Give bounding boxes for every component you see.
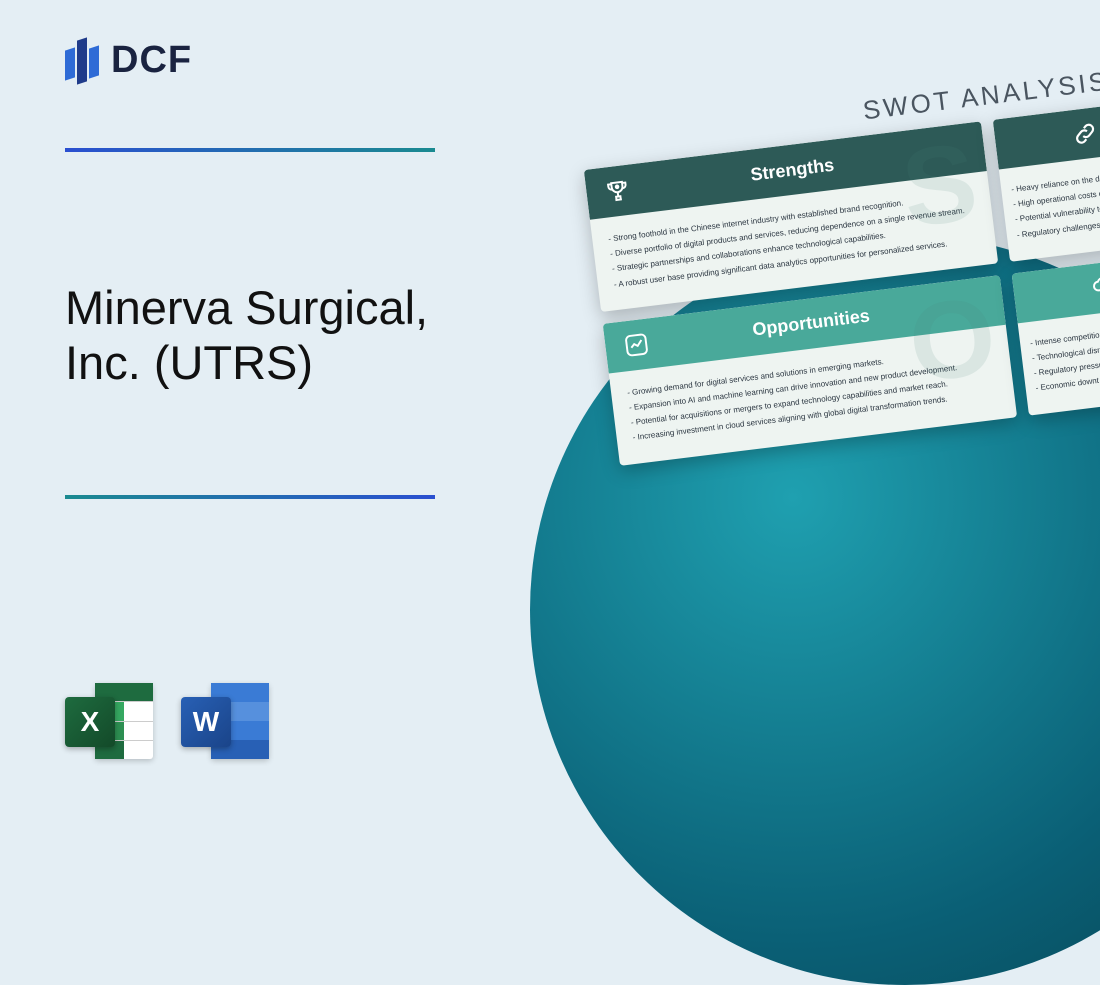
- top-divider: [65, 148, 435, 152]
- link-icon: [1068, 117, 1100, 150]
- chart-growth-icon: [620, 328, 653, 361]
- logo-bars-icon: [65, 35, 101, 85]
- storm-icon: [1087, 271, 1100, 304]
- swot-threats-card: Intense competition Technological disrup…: [1012, 252, 1100, 416]
- weaknesses-list: Heavy reliance on the domestic High oper…: [1010, 163, 1100, 243]
- dcf-logo: DCF: [65, 35, 192, 85]
- bottom-divider: [65, 495, 435, 499]
- word-icon[interactable]: W: [181, 677, 269, 765]
- trophy-icon: [601, 174, 634, 207]
- page-title: Minerva Surgical, Inc. (UTRS): [65, 280, 515, 391]
- file-icons-row: X W: [65, 677, 269, 765]
- excel-letter: X: [65, 697, 115, 747]
- excel-icon[interactable]: X: [65, 677, 153, 765]
- threats-list: Intense competition Technological disrup…: [1029, 316, 1100, 396]
- swot-analysis-panel: SWOT ANALYSIS Strengths S Strong foothol…: [580, 70, 1100, 465]
- word-letter: W: [181, 697, 231, 747]
- logo-text: DCF: [111, 39, 192, 82]
- swot-weaknesses-card: Heavy reliance on the domestic High oper…: [993, 98, 1100, 262]
